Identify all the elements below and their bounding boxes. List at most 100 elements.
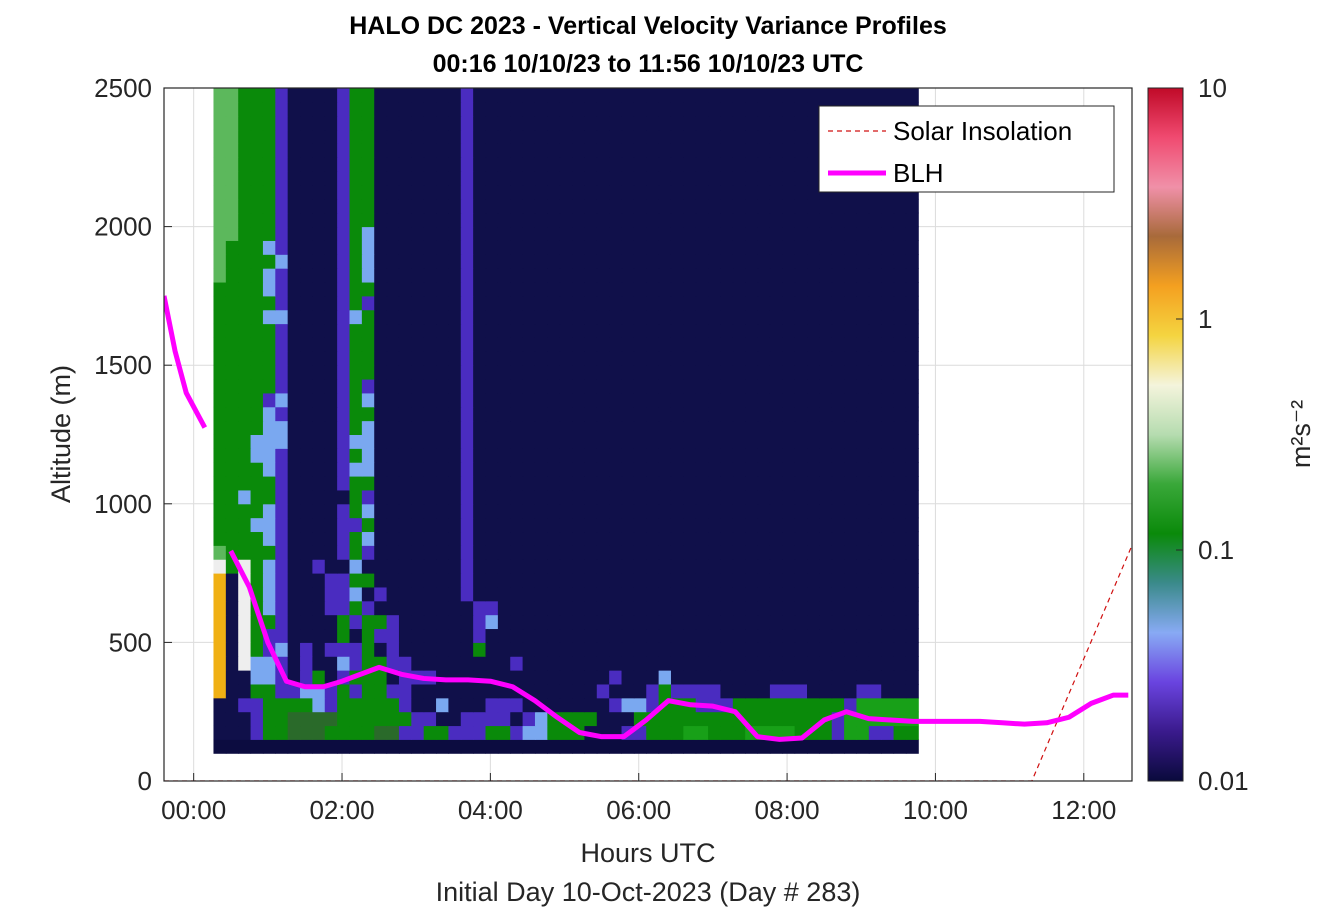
heatmap-cell [497, 420, 511, 435]
heatmap-cell [510, 129, 524, 144]
heatmap-cell [794, 268, 808, 283]
heatmap-cell [893, 406, 907, 422]
heatmap-cell [757, 101, 771, 117]
heatmap-cell [436, 559, 449, 574]
heatmap-cell [497, 157, 511, 172]
heatmap-cell [485, 337, 499, 352]
heatmap-cell [436, 462, 449, 477]
heatmap-cell [534, 115, 548, 131]
heatmap-cell [213, 739, 227, 754]
heatmap-cell [510, 545, 524, 560]
heatmap-cell [349, 517, 363, 533]
heatmap-cell [633, 365, 647, 380]
heatmap-cell [782, 642, 796, 657]
heatmap-cell [411, 517, 425, 533]
heatmap-cell [225, 351, 239, 366]
heatmap-cell [349, 476, 363, 491]
heatmap-cell [596, 614, 610, 630]
heatmap-cell [844, 683, 857, 699]
heatmap-cell [262, 295, 276, 311]
heatmap-cell [225, 254, 239, 269]
heatmap-cell [757, 642, 771, 657]
heatmap-cell [547, 185, 561, 200]
heatmap-cell [349, 101, 363, 117]
heatmap-cell [782, 420, 796, 435]
heatmap-cell [473, 198, 487, 214]
heatmap-cell [534, 670, 548, 685]
heatmap-cell [559, 586, 573, 602]
heatmap-cell [584, 462, 598, 477]
legend-label-blh: BLH [893, 158, 944, 188]
heatmap-cell [238, 462, 252, 477]
heatmap-cell [609, 337, 623, 352]
heatmap-cell [361, 642, 375, 657]
heatmap-cell [572, 531, 585, 546]
heatmap-cell [559, 157, 573, 172]
heatmap-cell [609, 476, 623, 491]
heatmap-cell [510, 226, 524, 241]
heatmap-cell [769, 240, 783, 255]
heatmap-cell [473, 545, 487, 560]
heatmap-cell [485, 101, 499, 117]
heatmap-cell [374, 683, 388, 699]
heatmap-cell [411, 337, 425, 352]
heatmap-cell [720, 420, 734, 435]
heatmap-cell [572, 115, 585, 131]
heatmap-cell [807, 171, 820, 186]
heatmap-cell [720, 559, 734, 574]
heatmap-cell [844, 628, 857, 643]
heatmap-cell [844, 600, 857, 616]
heatmap-cell [275, 697, 289, 713]
heatmap-cell [881, 448, 895, 463]
heatmap-cell [621, 282, 635, 297]
heatmap-cell [621, 323, 635, 338]
heatmap-cell [794, 254, 808, 269]
heatmap-cell [510, 670, 524, 685]
heatmap-cell [893, 531, 907, 546]
heatmap-cell [572, 434, 585, 449]
heatmap-cell [337, 642, 350, 657]
heatmap-cell [497, 642, 511, 657]
heatmap-cell [250, 212, 264, 228]
heatmap-cell [844, 586, 857, 602]
heatmap-cell [361, 309, 375, 325]
heatmap-cell [262, 115, 276, 131]
heatmap-cell [312, 725, 326, 740]
heatmap-cell [646, 226, 660, 241]
heatmap-cell [522, 282, 536, 297]
heatmap-cell [497, 448, 511, 463]
heatmap-cell [275, 420, 289, 435]
heatmap-cell [411, 462, 425, 477]
heatmap-cell [844, 337, 857, 352]
heatmap-cell [794, 185, 808, 200]
heatmap-cell [856, 212, 870, 228]
heatmap-cell [225, 101, 239, 117]
heatmap-cell [473, 379, 487, 394]
legend: Solar Insolation BLH [818, 105, 1115, 193]
heatmap-cell [881, 531, 895, 546]
heatmap-cell [670, 725, 684, 740]
heatmap-cell [411, 198, 425, 214]
heatmap-cell [534, 143, 548, 158]
heatmap-cell [300, 531, 313, 546]
heatmap-cell [213, 711, 227, 727]
heatmap-cell [658, 420, 672, 435]
heatmap-cell [881, 392, 895, 408]
heatmap-cell [732, 462, 746, 477]
heatmap-cell [621, 171, 635, 186]
heatmap-cell [349, 711, 363, 727]
heatmap-cell [658, 683, 672, 699]
heatmap-cell [708, 711, 721, 727]
heatmap-cell [633, 670, 647, 685]
heatmap-cell [510, 739, 524, 754]
heatmap-cell [448, 268, 462, 283]
heatmap-cell [287, 586, 301, 602]
heatmap-cell [275, 171, 289, 186]
heatmap-cell [831, 351, 845, 366]
heatmap-cell [374, 143, 388, 158]
heatmap-cell [819, 351, 833, 366]
heatmap-cell [596, 198, 610, 214]
heatmap-cell [807, 670, 820, 685]
heatmap-cell [794, 295, 808, 311]
heatmap-cell [596, 88, 610, 103]
